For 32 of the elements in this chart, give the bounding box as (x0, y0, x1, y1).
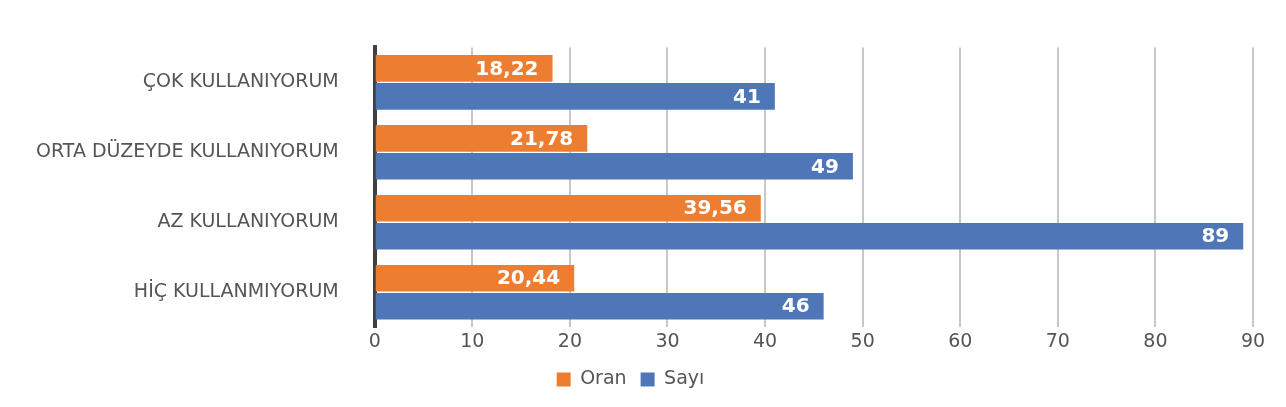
data-label: 49 (811, 153, 839, 178)
x-tick-label: 60 (948, 328, 973, 351)
x-tick-label: 40 (752, 328, 778, 351)
bar (375, 222, 1244, 250)
bar (375, 55, 553, 82)
x-tick-label: 30 (655, 328, 680, 351)
data-label: 21,78 (510, 125, 574, 150)
y-tick-label: ÇOK KULLANIYORUM (142, 69, 339, 92)
data-label: 20,44 (496, 265, 561, 290)
x-tick-label: 90 (1240, 328, 1266, 351)
x-tick-label: 80 (1143, 328, 1168, 351)
x-tick-label: 70 (1045, 328, 1070, 351)
legend-label: Sayı (664, 366, 705, 389)
x-tick-label: 50 (850, 328, 875, 351)
data-label: 89 (1201, 223, 1230, 248)
data-label: 39,56 (683, 195, 747, 220)
x-tick-label: 20 (557, 328, 583, 351)
bar (375, 125, 588, 152)
legend-label: Oran (580, 366, 627, 389)
data-label: 18,22 (475, 55, 539, 80)
x-tick-label: 0 (368, 328, 381, 351)
y-tick-label: ORTA DÜZEYDE KULLANIYORUM (36, 139, 339, 162)
bar (375, 292, 824, 320)
y-tick-label: HİÇ KULLANMIYORUM (133, 279, 339, 302)
data-label: 41 (733, 83, 761, 108)
bar (375, 195, 761, 222)
bar (375, 264, 575, 292)
bar (375, 83, 775, 110)
data-label: 46 (781, 293, 810, 318)
y-tick-label: AZ KULLANIYORUM (157, 209, 339, 232)
x-tick-label: 10 (460, 328, 485, 351)
bar (375, 153, 853, 180)
